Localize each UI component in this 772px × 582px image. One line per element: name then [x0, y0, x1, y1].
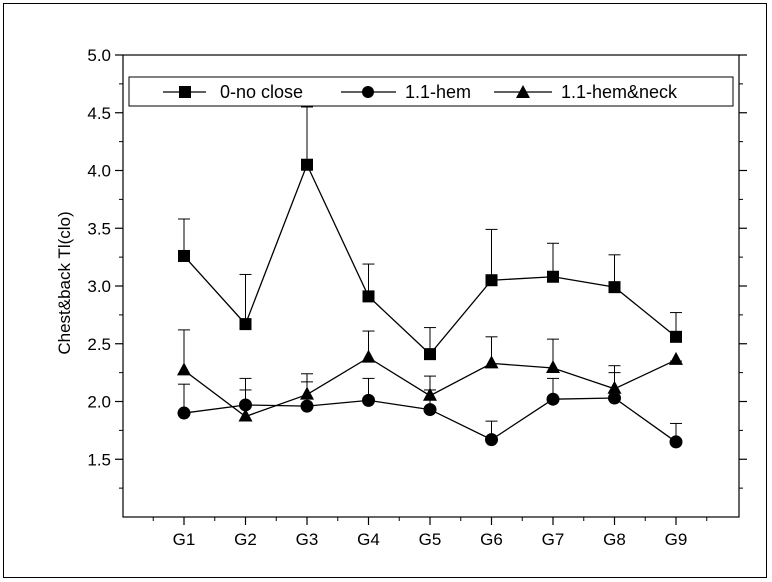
x-tick-label: G7 [542, 530, 565, 549]
x-tick-label: G2 [234, 530, 257, 549]
y-tick-label: 5.0 [87, 46, 111, 65]
data-point-square [670, 330, 682, 343]
data-point-circle [239, 398, 252, 412]
data-point-circle [669, 435, 683, 449]
x-tick-label: G5 [419, 530, 442, 549]
data-point-circle [608, 391, 621, 405]
y-axis-title: Chest&back Tl(clo) [55, 211, 74, 354]
data-point-triangle [238, 408, 253, 422]
plot-area [122, 54, 740, 518]
y-tick-label: 2.5 [87, 335, 111, 354]
x-tick-label: G8 [603, 530, 626, 549]
legend-label-1-1-hem-neck: 1.1-hem&neck [561, 82, 678, 102]
data-point-circle [300, 399, 314, 413]
data-point-triangle [361, 349, 376, 363]
x-tick-label: G6 [480, 530, 503, 549]
x-tick-label: G3 [296, 530, 319, 549]
data-point-square [608, 281, 621, 294]
legend-marker-triangle [516, 85, 530, 98]
data-point-triangle [546, 360, 560, 374]
y-tick-label: 1.5 [87, 450, 111, 469]
data-point-circle [546, 392, 560, 406]
data-point-circle [362, 393, 375, 407]
data-point-triangle [607, 380, 622, 394]
data-point-triangle [177, 362, 191, 376]
x-tick-label: G1 [173, 530, 196, 549]
series-markers [177, 158, 683, 449]
data-point-circle [423, 403, 437, 417]
data-point-circle [485, 433, 498, 447]
legend-label-1-1-hem: 1.1-hem [405, 82, 471, 102]
y-tick-label: 4.0 [87, 162, 111, 181]
series-line [183, 163, 677, 356]
y-tick-label: 2.0 [87, 393, 111, 412]
chart-frame [3, 3, 767, 578]
data-point-square [362, 290, 375, 303]
legend-label-0-no-close: 0-no close [220, 82, 303, 102]
data-point-circle [177, 406, 191, 420]
axis-ticks: 1.5 2.0 2.5 3.0 3.5 4.0 4.5 5.0 G1 G2 G3 G4 G5 G6 G7 G8… [87, 46, 747, 549]
data-point-triangle [484, 355, 499, 369]
legend-marker-circle [362, 86, 374, 98]
data-point-square [424, 348, 436, 361]
data-point-square [178, 249, 190, 262]
data-point-triangle [669, 351, 683, 365]
y-tick-label: 3.0 [87, 277, 111, 296]
legend: 0-no close 1.1-hem 1.1-hem&neck [128, 76, 734, 107]
y-tick-label: 4.5 [87, 104, 111, 123]
data-point-triangle [423, 387, 437, 401]
y-tick-label: 3.5 [87, 219, 111, 238]
data-point-triangle [300, 386, 314, 400]
x-tick-label: G9 [665, 530, 688, 549]
data-point-square [547, 270, 559, 283]
data-point-square [301, 158, 313, 171]
data-point-square [239, 318, 252, 331]
legend-box [128, 76, 734, 107]
x-tick-label: G4 [357, 530, 380, 549]
legend-marker-square [179, 86, 191, 98]
data-point-square [485, 274, 498, 287]
